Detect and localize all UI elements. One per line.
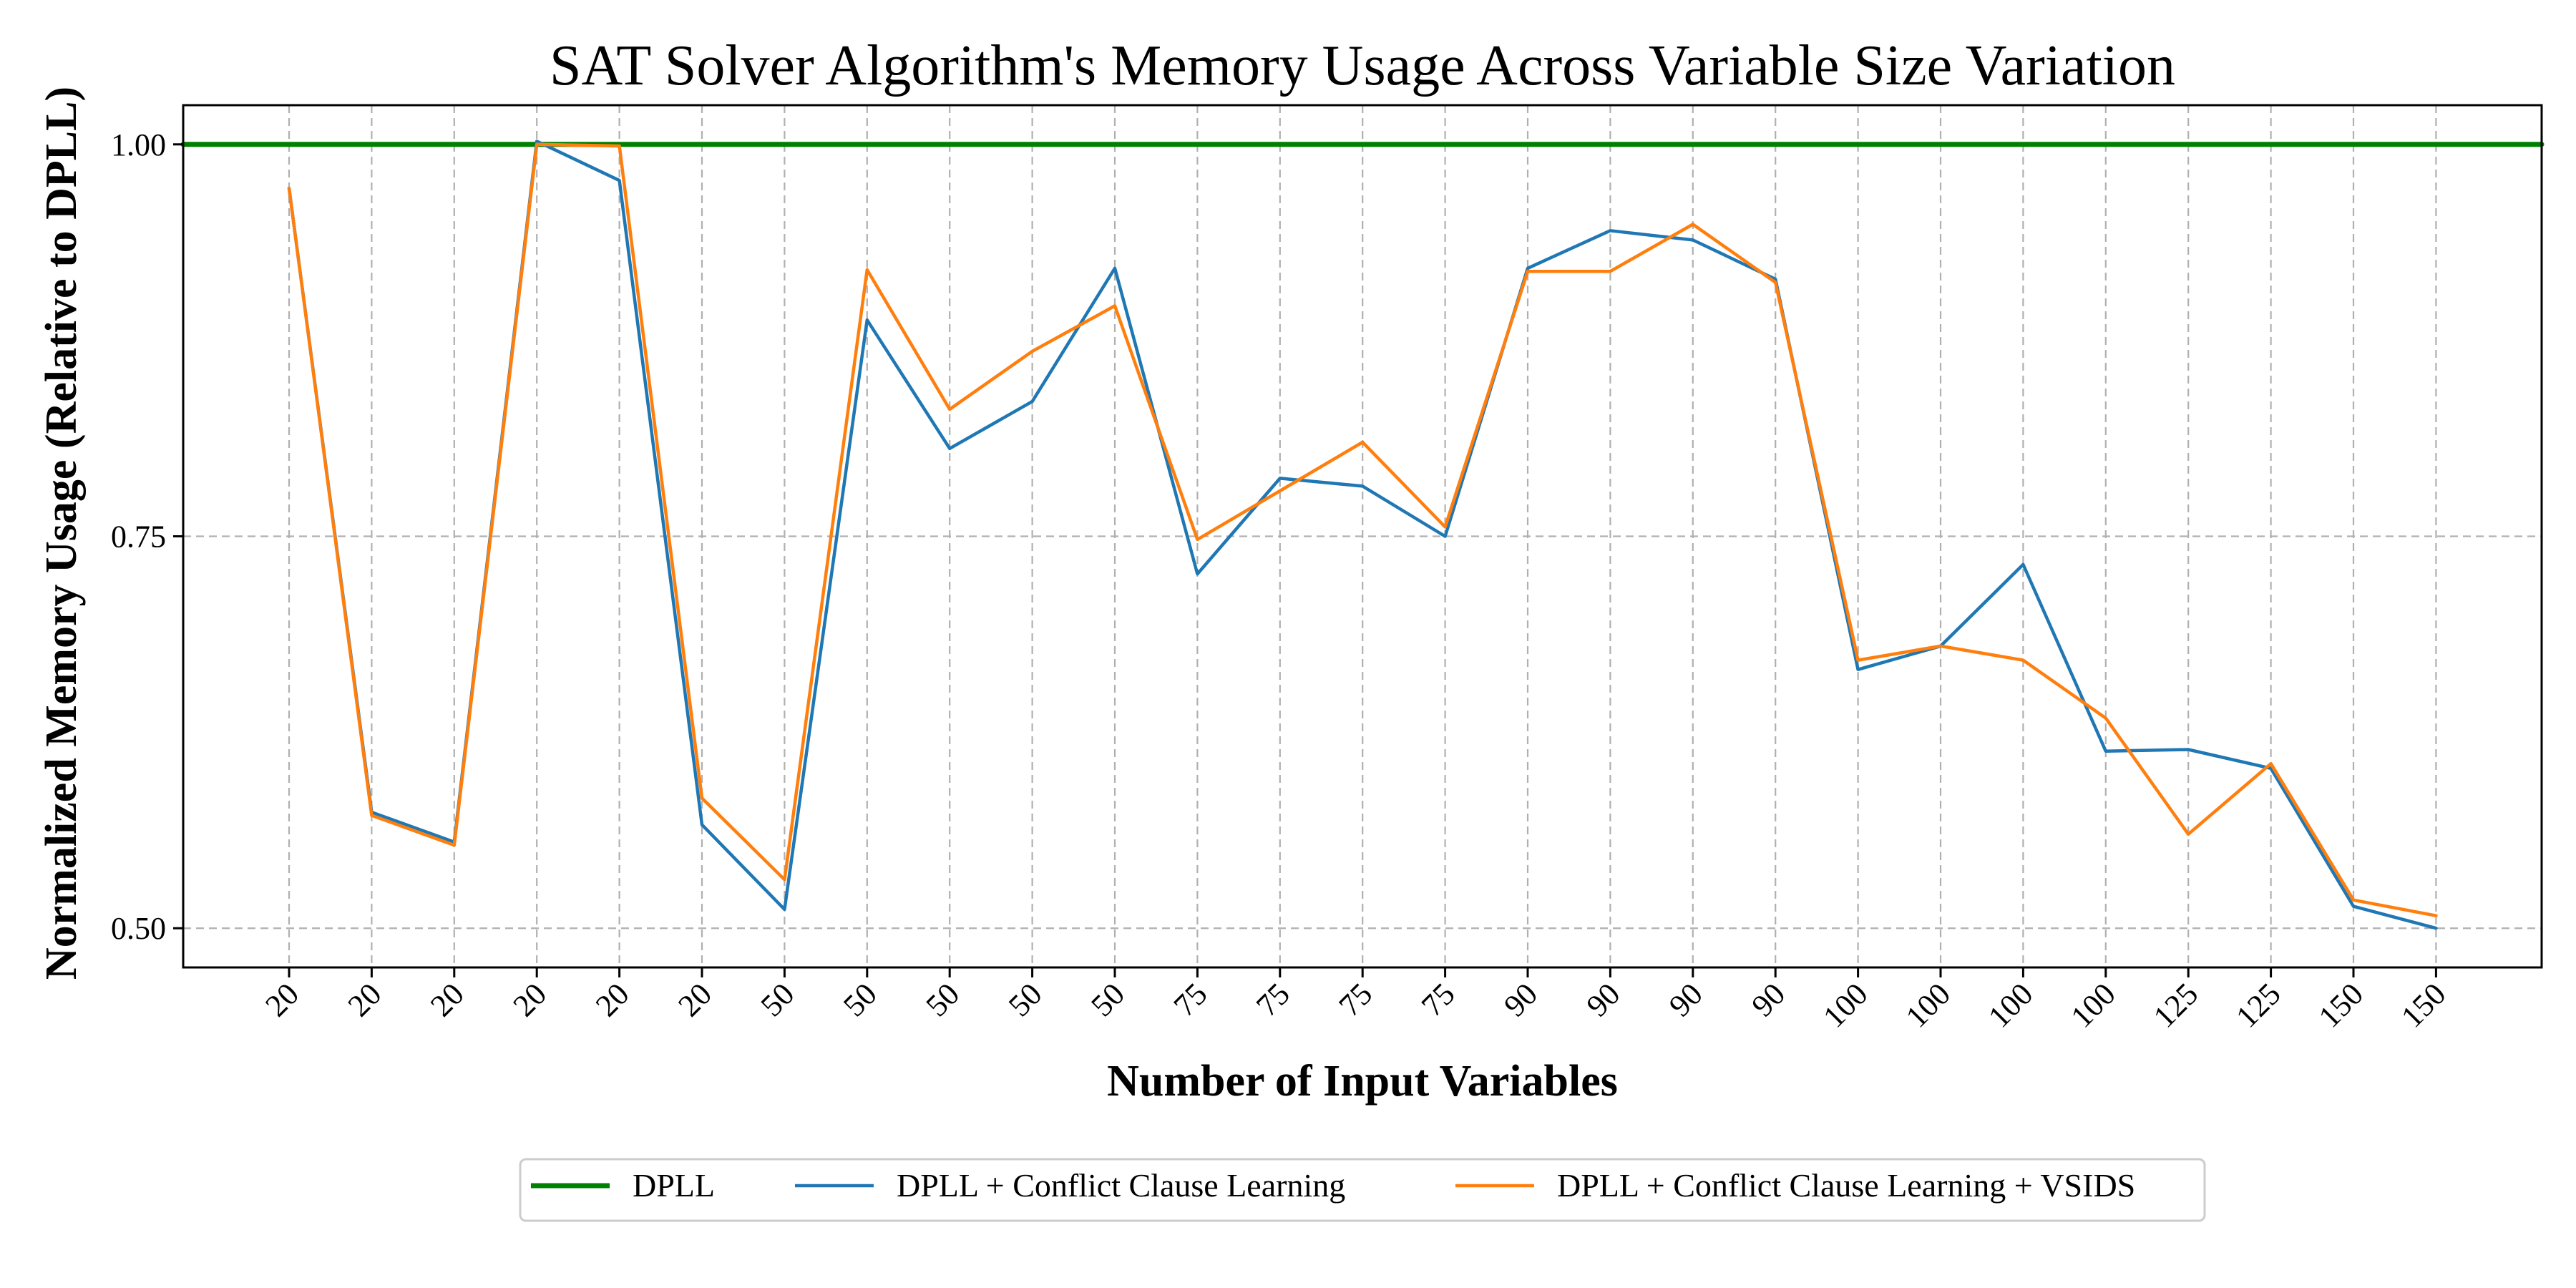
legend-box [519, 1158, 2206, 1222]
x-tick-label: 150 [2394, 976, 2452, 1034]
series-lines [180, 140, 2545, 930]
y-tick-label: 1.00 [111, 127, 166, 162]
x-tick-label: 100 [1981, 976, 2039, 1034]
legend-label-1: DPLL [633, 1167, 715, 1204]
series-line-2 [287, 140, 2438, 930]
x-tick-label: 75 [1415, 976, 1462, 1023]
x-tick-label: 100 [1816, 976, 1874, 1034]
grid [183, 105, 2542, 967]
x-tick-label: 20 [424, 976, 471, 1023]
x-tick-label: 50 [1084, 976, 1131, 1023]
legend-label-2: DPLL + Conflict Clause Learning [897, 1167, 1345, 1204]
x-tick-label: 100 [1899, 976, 1957, 1034]
x-tick-label: 75 [1249, 976, 1297, 1023]
x-tick-label: 90 [1662, 976, 1709, 1023]
y-tick-label: 0.75 [111, 519, 166, 555]
x-tick-label: 50 [1002, 976, 1049, 1023]
chart-title: SAT Solver Algorithm's Memory Usage Acro… [550, 34, 2175, 97]
x-tick-label: 100 [2064, 976, 2122, 1034]
y-axis-label: Normalized Memory Usage (Relative to DPL… [37, 87, 86, 980]
legend: DPLL DPLL + Conflict Clause Learning DPLL … [519, 1158, 2206, 1222]
x-tick-label: 20 [589, 976, 636, 1023]
x-tick-label: 20 [671, 976, 718, 1023]
x-tick-label: 125 [2147, 976, 2205, 1034]
x-tick-label: 50 [836, 976, 884, 1023]
x-axis-label: Number of Input Variables [1107, 1057, 1618, 1106]
x-tick-label: 75 [1332, 976, 1380, 1023]
legend-label-3: DPLL + Conflict Clause Learning + VSIDS [1557, 1167, 2135, 1204]
y-axis: 0.50 0.75 1.00 [111, 127, 183, 946]
x-tick-label: 150 [2312, 976, 2370, 1034]
y-tick-label: 0.50 [111, 911, 166, 946]
x-tick-label: 90 [1745, 976, 1792, 1023]
x-tick-label: 75 [1167, 976, 1214, 1023]
x-tick-label: 125 [2229, 976, 2287, 1034]
x-tick-label: 20 [258, 976, 306, 1023]
x-tick-label: 20 [507, 976, 554, 1023]
x-tick-label: 50 [754, 976, 801, 1023]
x-tick-label: 90 [1497, 976, 1544, 1023]
x-tick-label: 90 [1580, 976, 1627, 1023]
x-axis: 20 20 20 20 20 20 50 50 50 50 50 75 75 75 75 90 90 90 90 10… [258, 967, 2452, 1035]
x-tick-label: 20 [341, 976, 389, 1023]
series-line-3 [287, 142, 2438, 917]
x-tick-label: 50 [919, 976, 967, 1023]
